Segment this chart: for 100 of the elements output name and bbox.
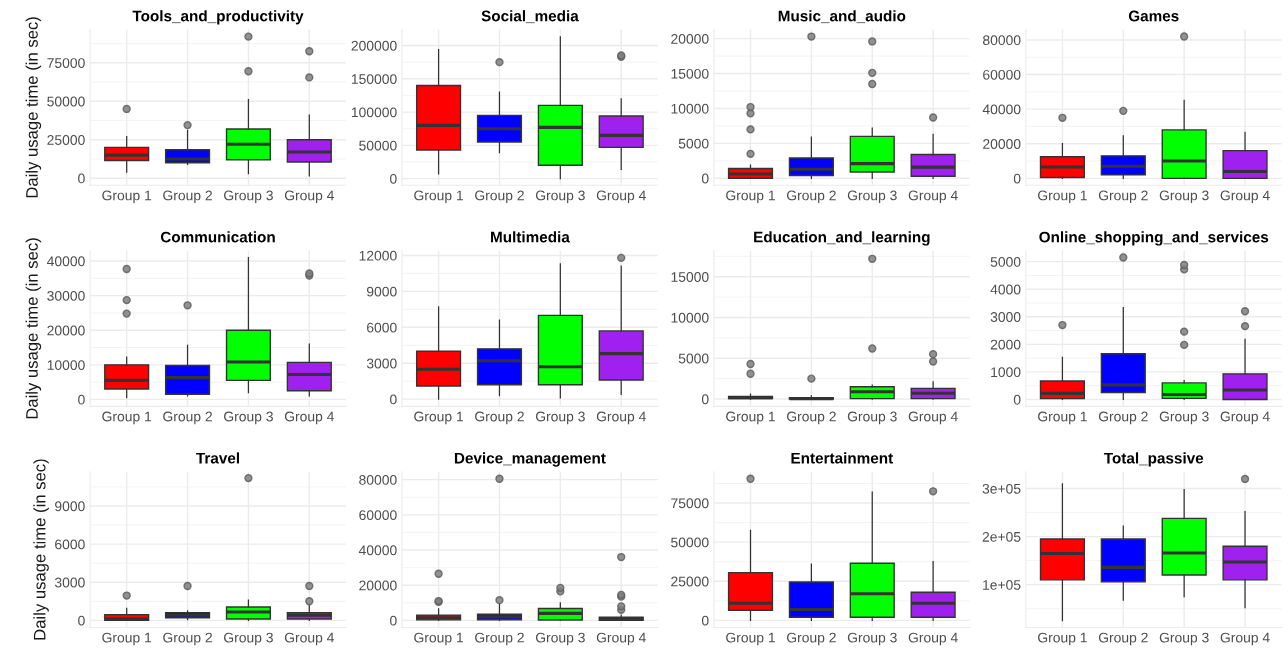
x-tick-label: Group 3 — [224, 411, 273, 425]
y-tick-label: 3000 — [366, 358, 397, 369]
y-tick-label: 20000 — [47, 325, 85, 336]
y-tick-label: 5000 — [990, 257, 1021, 267]
y-axis-title: Daily usage time (in sec) — [25, 17, 42, 198]
x-tick-label: Group 4 — [596, 411, 646, 425]
y-tick-label: 0 — [390, 394, 397, 405]
y-tick-label: 20000 — [359, 580, 397, 591]
x-tick-label: Group 1 — [1038, 411, 1087, 425]
y-tick-label: 15000 — [671, 272, 709, 282]
y-tick-label: 0 — [390, 173, 397, 184]
chart-title: Total_passive — [1103, 452, 1204, 467]
y-tick-label: 12000 — [359, 250, 397, 261]
y-tick-label: 40000 — [358, 545, 397, 556]
y-axis-title: Daily usage time (in sec) — [33, 459, 49, 640]
x-tick-label: Group 1 — [102, 190, 152, 204]
x-tick-label: Group 2 — [786, 632, 836, 646]
y-tick-label: 0 — [78, 615, 85, 626]
chart-title: Device_management — [454, 452, 606, 467]
y-tick-label: 75000 — [671, 498, 709, 509]
y-tick-label: 9000 — [366, 286, 397, 297]
y-tick-label: 50000 — [359, 140, 397, 151]
x-tick-label: Group 4 — [596, 632, 646, 646]
x-tick-label: Group 2 — [786, 411, 836, 425]
x-tick-label: Group 3 — [224, 632, 273, 646]
x-tick-label: Group 1 — [1038, 190, 1087, 204]
y-tick-label: 2e+05 — [982, 531, 1021, 542]
y-tick-label: 25000 — [47, 135, 85, 145]
x-tick-label: Group 4 — [1220, 190, 1270, 204]
chart-title: Music_and_audio — [778, 10, 906, 24]
x-tick-label: Group 4 — [596, 190, 646, 204]
y-tick-label: 2000 — [990, 339, 1021, 350]
y-tick-label: 3000 — [990, 312, 1021, 322]
y-tick-label: 40000 — [982, 104, 1021, 115]
y-tick-label: 0 — [1013, 173, 1021, 184]
y-tick-label: 75000 — [47, 58, 85, 68]
y-tick-label: 50000 — [671, 537, 709, 548]
x-tick-label: Group 2 — [1098, 632, 1148, 646]
x-tick-label: Group 4 — [908, 411, 958, 425]
x-tick-label: Group 1 — [414, 411, 464, 425]
chart-title: Multimedia — [491, 231, 570, 243]
x-tick-label: Group 3 — [847, 632, 897, 646]
chart-title: Communication — [160, 231, 275, 243]
x-tick-label: Group 3 — [535, 632, 585, 646]
x-tick-label: Group 1 — [414, 632, 464, 646]
x-tick-label: Group 3 — [847, 190, 897, 204]
x-tick-label: Group 2 — [786, 190, 836, 204]
x-tick-label: Group 3 — [224, 190, 273, 204]
y-tick-label: 10000 — [671, 312, 709, 323]
y-tick-label: 40000 — [47, 256, 85, 267]
x-tick-label: Group 1 — [414, 190, 464, 204]
x-tick-label: Group 3 — [1159, 632, 1209, 646]
x-tick-label: Group 1 — [1038, 632, 1087, 646]
y-tick-label: 10000 — [47, 360, 85, 370]
y-tick-label: 0 — [1013, 394, 1021, 405]
x-tick-label: Group 4 — [1220, 632, 1270, 646]
x-tick-label: Group 4 — [1220, 411, 1270, 425]
y-tick-label: 100000 — [351, 107, 397, 118]
x-tick-label: Group 4 — [284, 632, 334, 646]
y-tick-label: 9000 — [55, 501, 85, 512]
y-tick-label: 5000 — [678, 353, 709, 364]
x-tick-label: Group 4 — [908, 632, 958, 646]
y-tick-label: 80000 — [359, 474, 397, 485]
x-tick-label: Group 1 — [726, 632, 775, 646]
x-tick-label: Group 4 — [284, 190, 334, 204]
x-tick-label: Group 1 — [102, 632, 152, 646]
x-tick-label: Group 2 — [163, 190, 212, 204]
x-tick-label: Group 3 — [535, 411, 585, 425]
chart-title: Games — [1128, 10, 1179, 22]
y-tick-label: 60000 — [359, 510, 397, 521]
x-tick-label: Group 2 — [1098, 190, 1148, 204]
y-tick-label: 150000 — [351, 74, 397, 84]
x-tick-label: Group 2 — [475, 411, 524, 425]
y-tick-label: 60000 — [983, 69, 1021, 80]
x-tick-label: Group 2 — [1098, 411, 1148, 425]
chart-title: Tools_and_productivity — [132, 10, 304, 25]
x-tick-label: Group 2 — [163, 632, 212, 646]
y-tick-label: 3000 — [54, 577, 85, 588]
x-tick-label: Group 3 — [1159, 190, 1209, 204]
x-tick-label: Group 1 — [726, 190, 775, 204]
chart-title: Online_shopping_and_services — [1039, 231, 1269, 246]
y-tick-label: 0 — [78, 173, 85, 184]
x-tick-label: Group 4 — [284, 411, 334, 425]
y-tick-label: 0 — [701, 394, 709, 405]
y-tick-label: 3e+05 — [982, 483, 1021, 494]
y-tick-label: 20000 — [671, 33, 709, 44]
chart-title: Social_media — [481, 10, 579, 24]
x-tick-label: Group 2 — [163, 411, 212, 425]
y-tick-label: 15000 — [671, 68, 709, 79]
y-tick-label: 0 — [390, 615, 397, 626]
y-tick-label: 5000 — [678, 138, 709, 149]
y-tick-label: 6000 — [55, 539, 85, 550]
y-tick-label: 6000 — [367, 322, 397, 333]
y-tick-label: 80000 — [983, 35, 1021, 46]
y-tick-label: 30000 — [47, 290, 85, 301]
x-tick-label: Group 2 — [475, 190, 524, 204]
y-tick-label: 0 — [78, 394, 85, 405]
y-tick-label: 10000 — [671, 103, 709, 114]
x-tick-label: Group 3 — [847, 411, 897, 425]
y-tick-label: 1e+05 — [983, 580, 1021, 590]
